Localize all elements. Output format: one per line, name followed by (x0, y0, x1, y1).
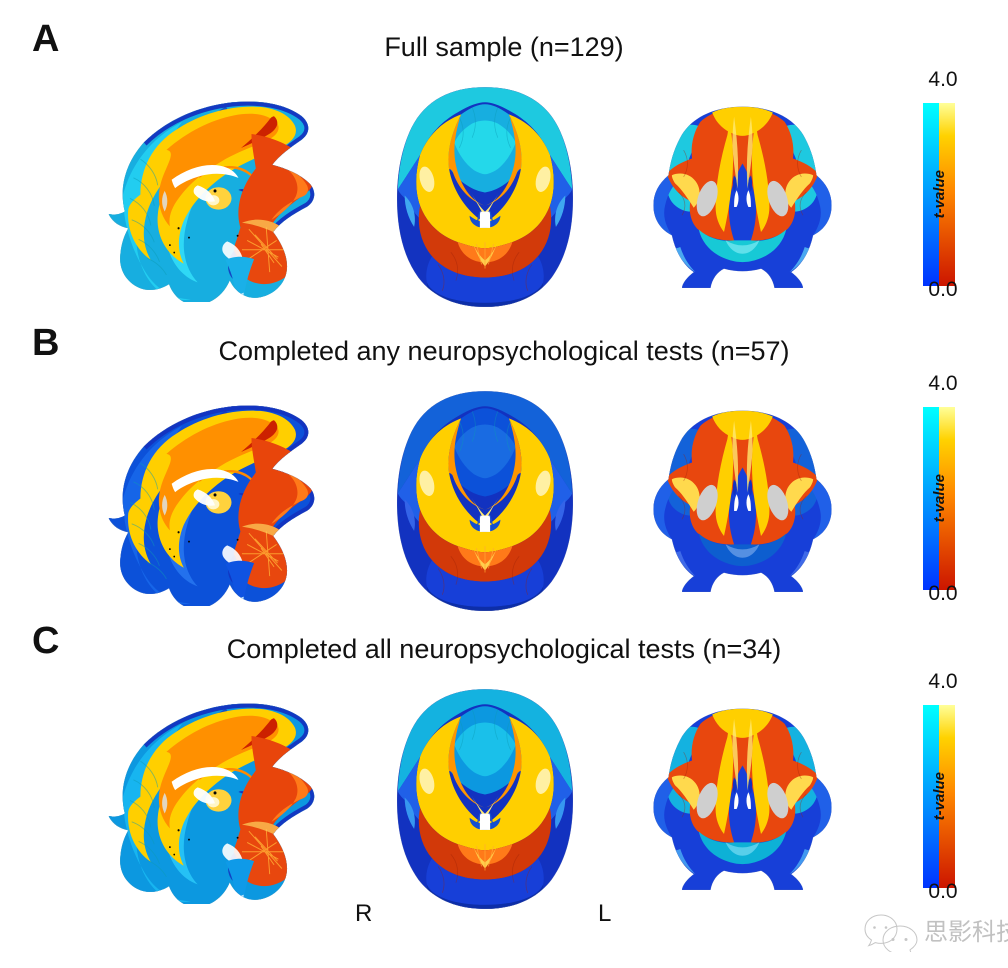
svg-text:思影科技: 思影科技 (924, 919, 1008, 946)
